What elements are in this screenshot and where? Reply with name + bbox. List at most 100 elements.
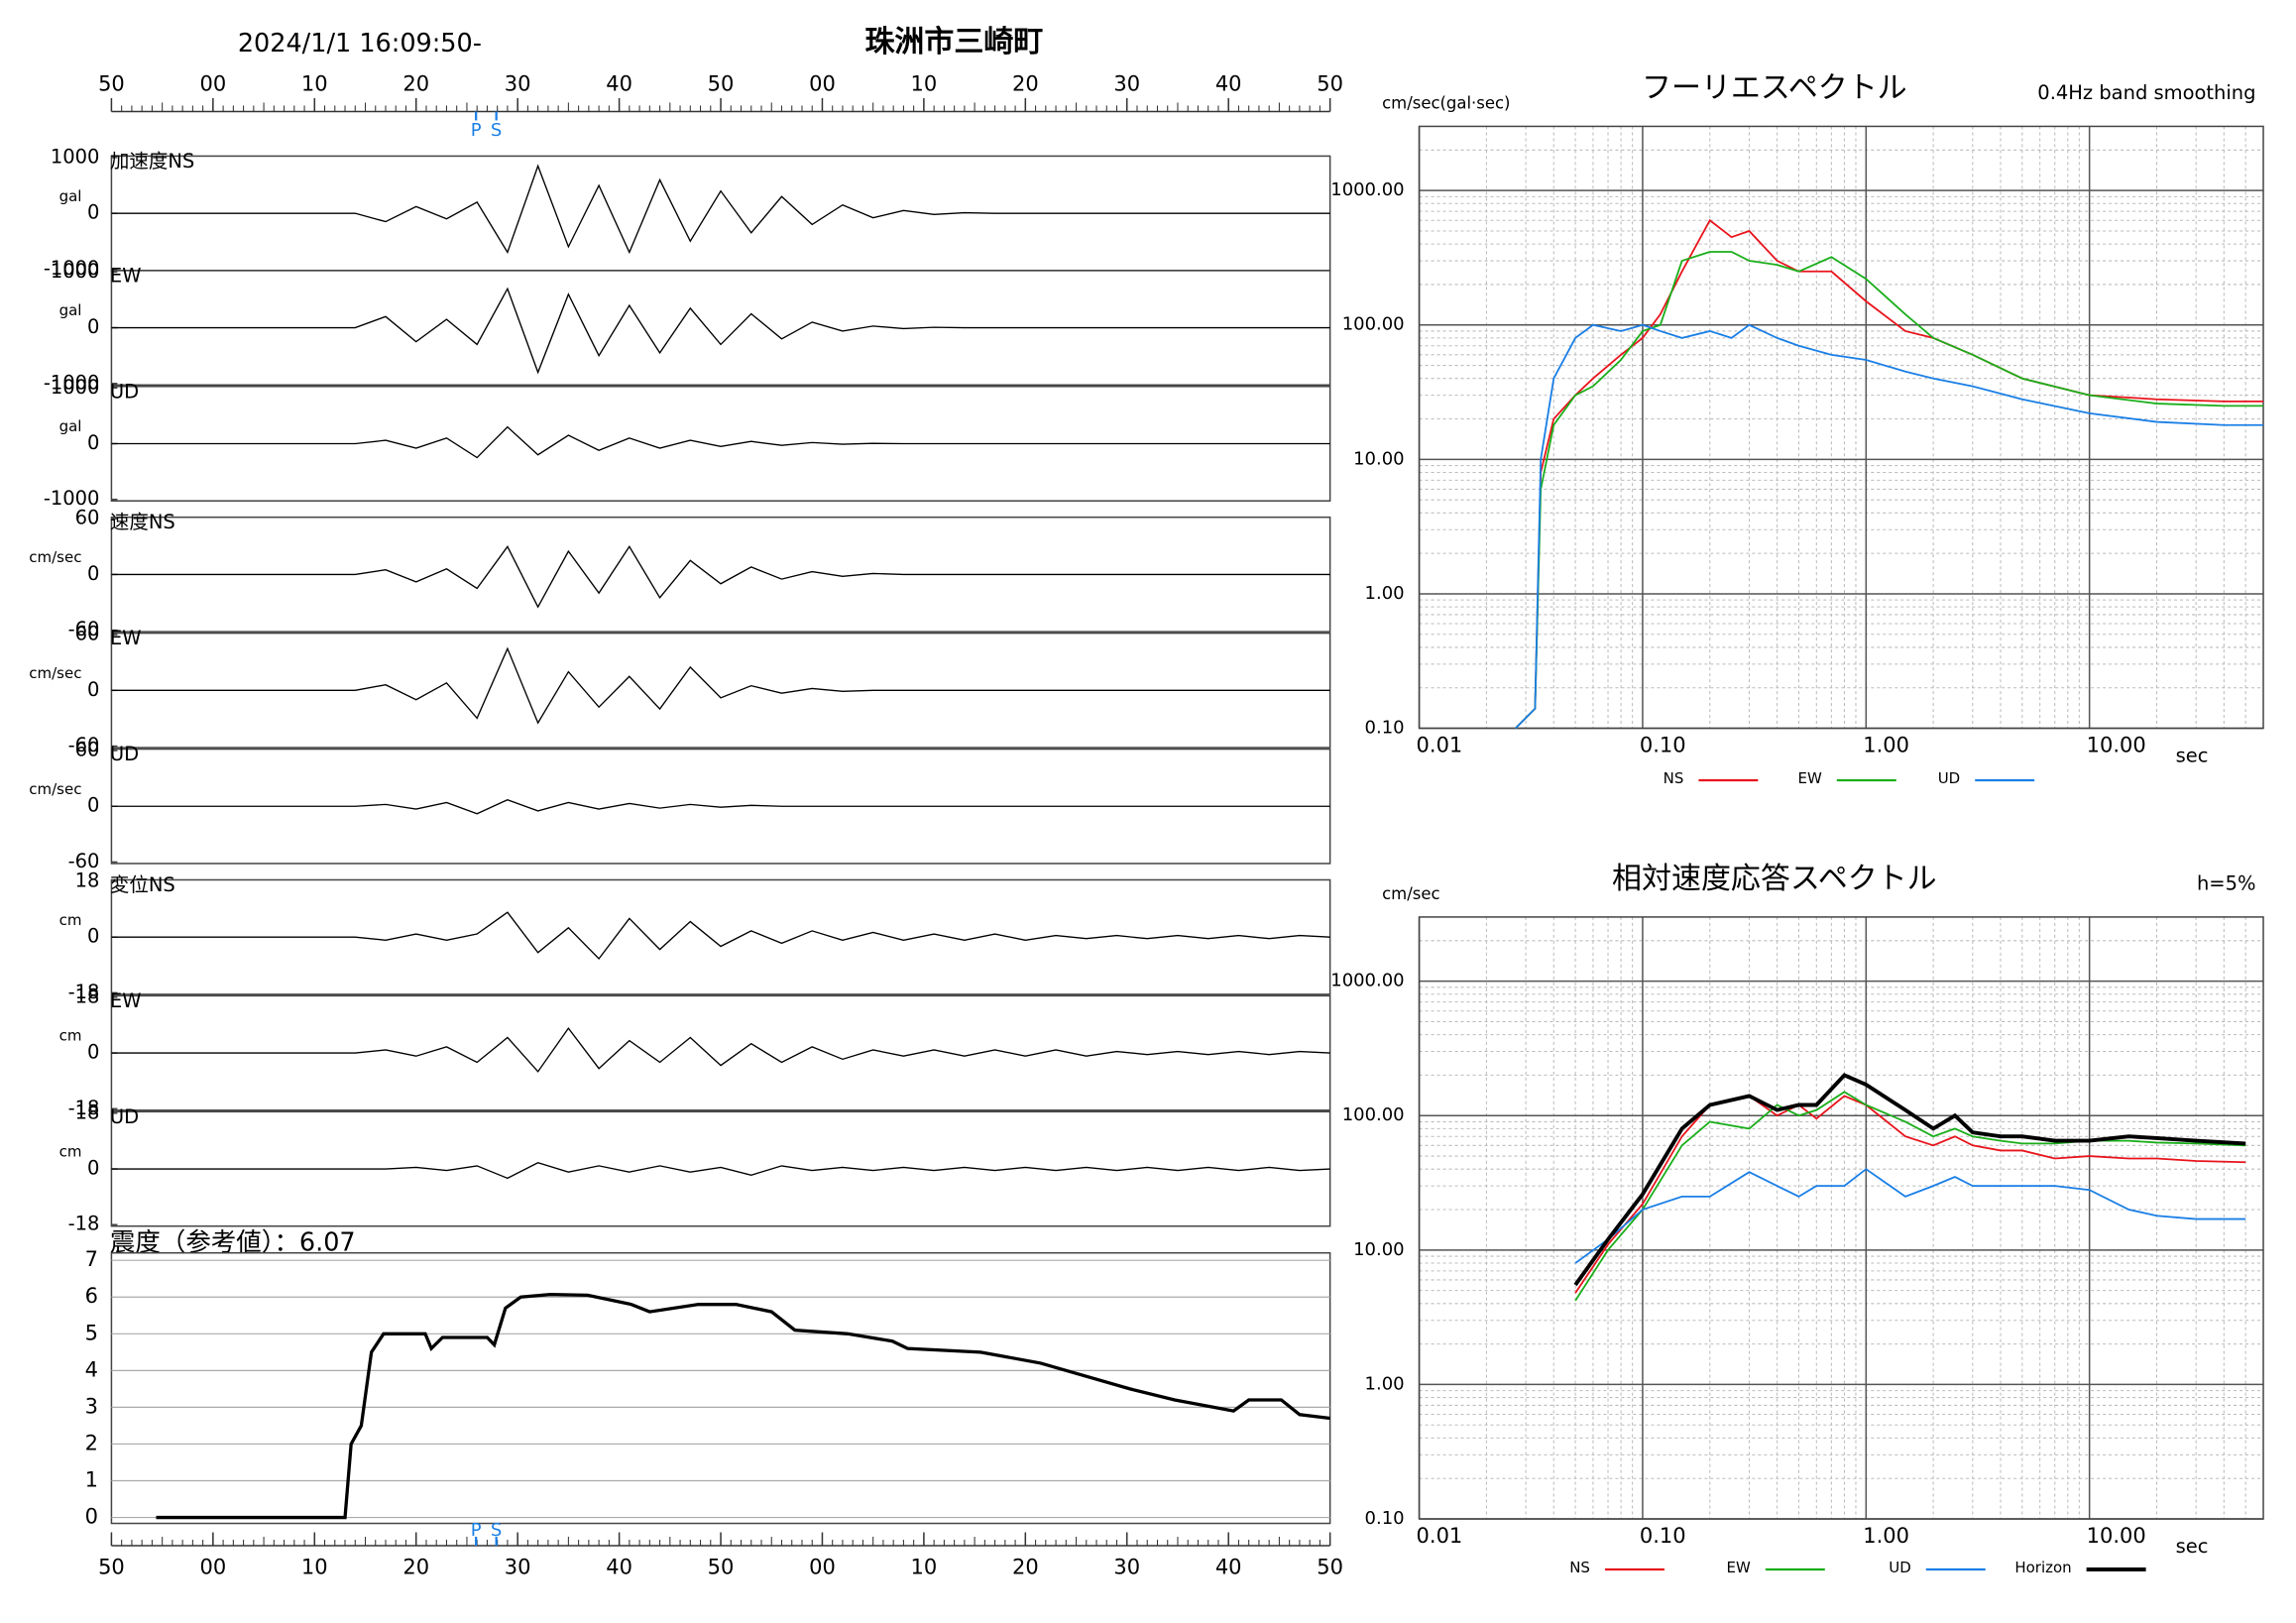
x-tick-label: 1.00: [1863, 734, 1909, 757]
y-tick-label: 0: [87, 925, 99, 948]
x-tick-label: 50: [98, 1556, 125, 1579]
x-tick-label: 10: [301, 1556, 328, 1579]
y-tick-label: 1.00: [1365, 583, 1405, 604]
legend-label: Horizon: [2014, 1559, 2071, 1576]
phase-label: S: [491, 1520, 502, 1541]
x-tick-label: 30: [505, 71, 531, 95]
x-tick-label: 40: [1215, 71, 1242, 95]
y-tick-label: 0: [87, 201, 99, 224]
y-tick-label: 7: [85, 1247, 98, 1271]
y-tick-label: -18: [68, 981, 100, 1003]
y-tick-label: 10.00: [1353, 1239, 1404, 1260]
y-tick-label: 18: [75, 869, 100, 891]
y-tick-label: 1.00: [1365, 1373, 1405, 1394]
x-tick-label: 40: [606, 1556, 632, 1579]
series-name: UD: [110, 380, 139, 403]
y-tick-label: 18: [75, 1101, 100, 1123]
y-tick-label: 1000.00: [1330, 179, 1404, 200]
spectrum-line: [1574, 1168, 2246, 1264]
x-tick-label: 20: [1012, 71, 1039, 95]
x-tick-label: 10.00: [2087, 1524, 2146, 1548]
x-tick-label: 30: [1113, 71, 1140, 95]
x-tick-label: 50: [98, 71, 125, 95]
y-tick-label: 3: [85, 1394, 98, 1418]
x-tick-label: 0.01: [1417, 734, 1463, 757]
waveform-line: [111, 164, 1330, 255]
phase-label: P: [471, 1520, 482, 1541]
y-tick-label: -18: [68, 1213, 100, 1235]
y-tick-label: 0: [85, 1505, 98, 1529]
x-tick-label: 00: [200, 1556, 227, 1579]
x-tick-label: 50: [1317, 1556, 1343, 1579]
legend-label: UD: [1889, 1559, 1911, 1576]
y-tick-label: 60: [75, 739, 100, 761]
y-tick-label: 0: [87, 794, 99, 817]
series-name: EW: [110, 627, 142, 649]
y-tick-label: 5: [85, 1321, 98, 1344]
series-name: 速度NS: [110, 511, 175, 533]
x-tick-label: 30: [1113, 1556, 1140, 1579]
legend-label: NS: [1664, 769, 1684, 787]
y-tick-label: 0: [87, 431, 99, 454]
y-tick-label: -60: [68, 734, 100, 756]
series-name: UD: [110, 1105, 139, 1128]
y-tick-label: 0: [87, 315, 99, 338]
x-tick-label: 50: [708, 1556, 735, 1579]
x-tick-label: 10: [301, 71, 328, 95]
subtitle: 2024/1/1 16:09:50-: [238, 29, 482, 58]
chart-title: 珠洲市三崎町: [864, 25, 1043, 59]
x-tick-label: 20: [402, 71, 429, 95]
y-tick-label: 100.00: [1342, 314, 1405, 335]
spectrum-line: [1515, 251, 2264, 730]
y-tick-label: -60: [68, 618, 100, 640]
y-tick-label: 4: [85, 1357, 98, 1381]
unit-label: gal: [59, 417, 82, 435]
y-tick-label: 1000.00: [1330, 971, 1404, 991]
x-tick-label: 10: [911, 71, 938, 95]
x-tick-label: 20: [1012, 1556, 1039, 1579]
y-tick-label: 18: [75, 985, 100, 1007]
series-name: 加速度NS: [110, 150, 194, 173]
unit-label: gal: [59, 187, 82, 205]
x-tick-label: 40: [606, 71, 632, 95]
subtitle: h=5%: [2197, 871, 2256, 894]
waveform-line: [111, 287, 1330, 375]
y-axis-label: cm/sec: [1382, 884, 1439, 903]
y-tick-label: -1000: [44, 257, 100, 280]
x-tick-label: 1.00: [1863, 1524, 1909, 1548]
y-tick-label: 60: [75, 623, 100, 645]
y-tick-label: 6: [85, 1284, 98, 1308]
spectrum-line: [1515, 323, 2264, 730]
x-tick-label: 50: [708, 71, 735, 95]
y-tick-label: 0: [87, 1041, 99, 1064]
y-tick-label: 1000: [51, 145, 100, 168]
x-axis-label: sec: [2176, 1535, 2209, 1558]
waveform-line: [111, 646, 1330, 725]
series-name: UD: [110, 743, 139, 765]
phase-label: P: [471, 120, 482, 141]
y-tick-label: 2: [85, 1431, 98, 1454]
intensity-line: [156, 1293, 1330, 1520]
y-tick-label: 10.00: [1353, 448, 1404, 469]
phase-label: S: [491, 120, 502, 141]
panel-frame: [110, 1251, 1331, 1525]
plot-frame: [1418, 125, 2264, 730]
x-tick-label: 50: [1317, 71, 1343, 95]
y-tick-label: 0.10: [1365, 1508, 1405, 1529]
waveform-line: [111, 425, 1330, 459]
y-tick-label: 1: [85, 1467, 98, 1491]
y-tick-label: 100.00: [1342, 1104, 1405, 1125]
unit-label: cm: [59, 911, 82, 929]
waveform-line: [111, 798, 1330, 815]
x-axis-label: sec: [2176, 745, 2209, 767]
x-tick-label: 40: [1215, 1556, 1242, 1579]
unit-label: gal: [59, 301, 82, 319]
legend-label: EW: [1798, 769, 1822, 787]
y-tick-label: 0: [87, 678, 99, 701]
y-tick-label: 0: [87, 1157, 99, 1180]
spectrum-line: [1574, 1095, 2246, 1294]
y-tick-label: -18: [68, 1097, 100, 1119]
spectrum-line: [1515, 218, 2264, 730]
waveform-line: [111, 1162, 1330, 1180]
